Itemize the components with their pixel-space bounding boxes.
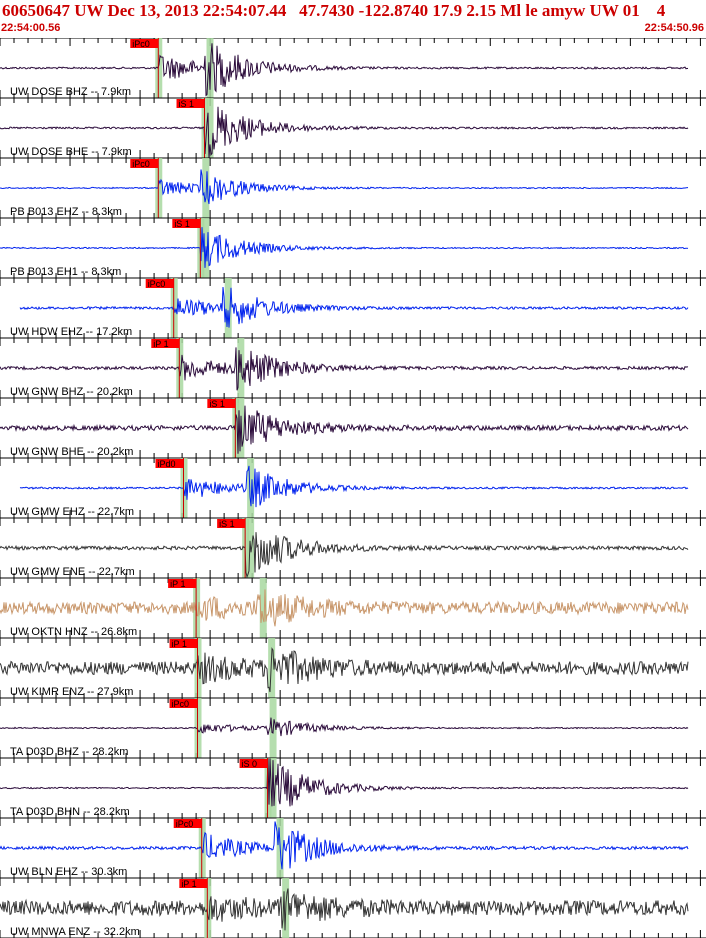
trace-panel: iPc0 UW DOSE BHZ -- 7.9km (0, 38, 706, 98)
trace-panel: iP 1 UW MNWA ENZ -- 32.2km (0, 877, 706, 938)
waveform-trace (0, 589, 689, 627)
pick-flag (130, 159, 159, 168)
pick-flag (179, 879, 208, 888)
pick-label: iS 1 (174, 219, 190, 229)
pick-flag (172, 219, 201, 228)
waveform-trace (19, 286, 689, 328)
trace-panel: iPc0 UW BLN EHZ -- 30.3km (0, 817, 706, 878)
station-label: PB B013 EH1 -- 8.3km (10, 266, 121, 278)
waveform-trace (0, 717, 689, 737)
s-window-band (237, 338, 245, 398)
s-window-band (224, 278, 232, 338)
s-window-band (247, 458, 255, 518)
station-label: UW GMW EHZ -- 22.7km (10, 506, 134, 518)
pick-label: iPd0 (158, 459, 176, 469)
pick-flag (169, 639, 198, 648)
pick-label: iPc0 (132, 159, 150, 169)
waveform-trace (19, 465, 689, 508)
pick-label: iS 1 (219, 519, 235, 529)
station-label: TA D03D BHZ -- 28.2km (10, 746, 128, 758)
pick-flag (151, 339, 180, 348)
trace-panel: iP 1 UW OKTN HNZ -- 26.8km (0, 577, 706, 638)
station-label: UW OKTN HNZ -- 26.8km (10, 626, 137, 638)
window-end-time: 22:54:50.96 (644, 22, 704, 34)
trace-panel: iS 1 UW GNW BHE -- 20.2km (0, 397, 706, 458)
pick-label: iPc0 (148, 279, 166, 289)
pick-label: iP 1 (170, 579, 185, 589)
station-label: UW GNW BHE -- 20.2km (10, 446, 133, 458)
pick-flag (217, 519, 246, 528)
waveform-trace (0, 169, 689, 205)
waveform-trace (0, 532, 689, 579)
pick-label: iP 1 (172, 639, 187, 649)
station-label: UW HDW EHZ -- 17.2km (10, 326, 132, 338)
waveform-trace (0, 347, 689, 391)
pick-label: iP 1 (181, 879, 196, 889)
station-label: UW DOSE BHZ -- 7.9km (10, 86, 131, 98)
station-label: UW KIMR ENZ -- 27.9km (10, 686, 133, 698)
station-label: UW DOSE BHE -- 7.9km (10, 146, 132, 158)
station-label: UW MNWA ENZ -- 32.2km (10, 926, 140, 938)
s-window-band (269, 758, 277, 818)
station-label: UW GNW BHZ -- 20.2km (10, 386, 133, 398)
pick-flag (169, 699, 198, 708)
waveform-trace (0, 888, 689, 931)
station-label: UW GMW ENE -- 22.7km (10, 566, 135, 578)
trace-panel: iP 1 UW GNW BHZ -- 20.2km (0, 337, 706, 398)
waveform-trace (0, 227, 689, 268)
pick-label: iPc0 (176, 819, 194, 829)
waveform-trace (0, 758, 689, 807)
pick-flag (173, 819, 202, 828)
pick-label: iS 1 (179, 99, 195, 109)
pick-flag (145, 279, 174, 288)
event-header: 60650647 UW Dec 13, 2013 22:54:07.44 47.… (2, 1, 666, 20)
trace-panel: iS 1 UW DOSE BHE -- 7.9km (0, 97, 706, 158)
pick-flag (239, 759, 268, 768)
s-window-band (206, 98, 214, 158)
waveform-trace (0, 43, 689, 97)
pick-label: iS 1 (209, 399, 225, 409)
station-label: UW BLN EHZ -- 30.3km (10, 866, 127, 878)
waveform-trace (0, 647, 689, 693)
pick-label: iPc0 (172, 699, 190, 709)
pick-flag (130, 39, 159, 48)
pick-label: iP 1 (153, 339, 168, 349)
trace-panel: iS 1 PB B013 EH1 -- 8.3km (0, 217, 706, 278)
trace-panel: iS 1 UW GMW ENE -- 22.7km (0, 517, 706, 579)
trace-panel: iPc0 PB B013 EHZ -- 8.3km (0, 157, 706, 218)
s-window-band (268, 638, 276, 698)
trace-panel: iPc0 UW HDW EHZ -- 17.2km (0, 277, 706, 338)
window-start-time: 22:54:00.56 (1, 22, 61, 34)
trace-panel: iP 1 UW KIMR ENZ -- 27.9km (0, 637, 706, 698)
waveform-trace (0, 821, 689, 870)
pick-label: iS 0 (242, 759, 258, 769)
trace-panel: iPd0 UW GMW EHZ -- 22.7km (0, 457, 706, 518)
trace-panel: iS 0 TA D03D BHN -- 28.2km (0, 757, 706, 818)
trace-panel: iPc0 TA D03D BHZ -- 28.2km (0, 697, 706, 758)
waveform-trace (0, 106, 689, 158)
s-window-band (202, 158, 210, 218)
pick-label: iPc0 (132, 39, 150, 49)
s-window-band (259, 578, 267, 638)
pick-flag (155, 459, 184, 468)
station-label: TA D03D BHN -- 28.2km (10, 806, 130, 818)
seismogram-plot: iPc0 UW DOSE BHZ -- 7.9km iS 1 UW DOSE BHE … (0, 38, 706, 938)
pick-flag (168, 579, 197, 588)
station-label: PB B013 EHZ -- 8.3km (10, 206, 122, 218)
waveform-trace (0, 405, 689, 454)
pick-flag (207, 399, 236, 408)
pick-flag (176, 99, 205, 108)
s-window-band (206, 38, 214, 98)
